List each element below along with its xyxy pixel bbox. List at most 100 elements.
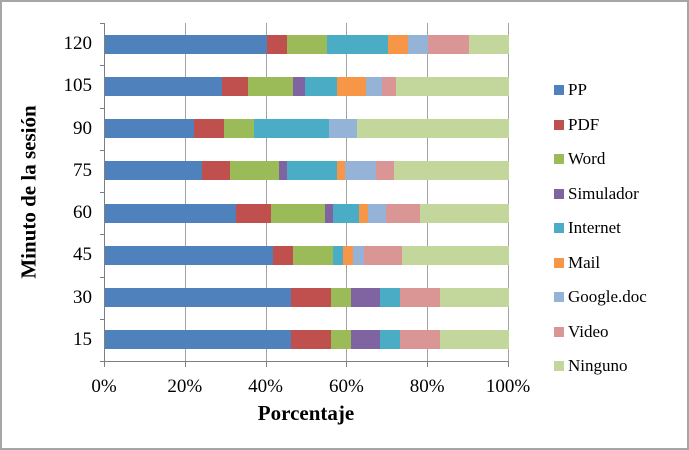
bar-segment-pdf	[236, 203, 271, 223]
y-axis-tick	[100, 234, 104, 236]
bar-segment-simulador	[278, 161, 287, 181]
bar-segment-pdf	[266, 34, 287, 54]
bar-segment-video	[399, 330, 441, 350]
y-tick-label-75: 75	[73, 159, 92, 181]
bar-segment-mail	[337, 161, 346, 181]
bar-segment-google-doc	[353, 245, 364, 265]
x-axis-tick	[508, 362, 509, 367]
bar-row-120	[105, 34, 509, 54]
y-axis-tick	[100, 23, 104, 24]
bar-segment-word	[286, 34, 328, 54]
legend-item-simulador: Simulador	[554, 177, 647, 212]
plot-area	[100, 23, 509, 367]
y-tick-label-60: 60	[73, 202, 92, 224]
bar-segment-pdf	[290, 330, 332, 350]
legend-label: PP	[568, 80, 587, 100]
y-axis-labels: 120 105 90 75 60 45 30 15	[2, 23, 98, 361]
y-tick-label-30: 30	[73, 286, 92, 308]
bar-segment-word	[292, 245, 334, 265]
bar-segment-video	[375, 161, 394, 181]
bar-segment-pp	[105, 330, 291, 350]
bar-segment-video	[428, 34, 469, 54]
bar-segment-mail	[337, 76, 366, 96]
x-tick-label-0pct: 0%	[91, 376, 117, 397]
bar-segment-word	[230, 161, 279, 181]
bar-row-60	[105, 203, 509, 223]
bar-segment-ninguno	[420, 203, 509, 223]
legend-swatch-icon	[554, 154, 564, 165]
legend-label: Mail	[568, 252, 601, 272]
legend-item-word: Word	[554, 142, 647, 177]
legend-item-internet: Internet	[554, 211, 647, 246]
legend-swatch-icon	[554, 223, 564, 234]
x-axis-tick	[265, 362, 267, 367]
bar-segment-internet	[304, 76, 338, 96]
bar-segment-mail	[359, 203, 368, 223]
bar-row-30	[105, 288, 509, 308]
x-axis-tick	[104, 362, 105, 367]
bar-row-75	[105, 161, 509, 181]
legend-swatch-icon	[554, 326, 564, 337]
bar-segment-ninguno	[357, 119, 509, 139]
bar-segment-pp	[105, 161, 202, 181]
bar-segment-pp	[105, 119, 194, 139]
bar-segment-ninguno	[468, 34, 509, 54]
bar-row-15	[105, 330, 509, 350]
bar-segment-google-doc	[365, 76, 382, 96]
bar-segment-pp	[105, 245, 273, 265]
y-axis-tick	[100, 149, 104, 151]
legend-item-google-doc: Google.doc	[554, 280, 647, 315]
bar-segment-ninguno	[393, 161, 509, 181]
bar-segment-ninguno	[440, 288, 509, 308]
bar-segment-pdf	[193, 119, 225, 139]
legend-label: Internet	[568, 218, 621, 238]
legend-label: Ninguno	[568, 356, 628, 376]
x-axis-tick	[346, 362, 348, 367]
y-axis-tick	[100, 318, 104, 320]
bar-segment-ninguno	[440, 330, 509, 350]
bar-segment-mail	[343, 245, 354, 265]
legend-swatch-icon	[554, 361, 564, 372]
x-tick-label-20pct: 20%	[167, 376, 203, 397]
y-tick-label-120: 120	[63, 33, 93, 55]
bar-segment-google-doc	[407, 34, 429, 54]
bar-segment-video	[399, 288, 441, 308]
legend-item-pdf: PDF	[554, 108, 647, 143]
bar-row-105	[105, 76, 509, 96]
gridline-20pct	[184, 23, 186, 361]
bar-segment-internet	[379, 288, 400, 308]
bar-segment-video	[363, 245, 402, 265]
bar-segment-video	[381, 76, 396, 96]
x-axis-tick	[427, 362, 429, 367]
x-tick-label-60pct: 60%	[328, 376, 364, 397]
bar-segment-internet	[254, 119, 330, 139]
bar-segment-google-doc	[367, 203, 386, 223]
bar-segment-simulador	[292, 76, 305, 96]
x-axis-tick	[184, 362, 186, 367]
bar-segment-pdf	[272, 245, 293, 265]
bar-segment-word	[331, 288, 352, 308]
x-tick-label-40pct: 40%	[248, 376, 284, 397]
y-axis-tick	[100, 107, 104, 109]
bar-segment-internet	[379, 330, 400, 350]
bar-segment-google-doc	[345, 161, 376, 181]
legend-label: Video	[568, 321, 609, 341]
bar-row-90	[105, 119, 509, 139]
bar-segment-simulador	[351, 288, 380, 308]
bar-segment-pdf	[222, 76, 249, 96]
legend-item-pp: PP	[554, 73, 647, 108]
y-axis-tick	[100, 192, 104, 193]
legend-item-video: Video	[554, 315, 647, 350]
bar-segment-internet	[333, 245, 344, 265]
legend-swatch-icon	[554, 292, 564, 303]
bar-segment-ninguno	[395, 76, 509, 96]
bar-segment-mail	[387, 34, 408, 54]
bar-segment-pdf	[290, 288, 332, 308]
bar-segment-pdf	[201, 161, 231, 181]
legend-swatch-icon	[554, 85, 564, 96]
bar-segment-word	[331, 330, 352, 350]
y-tick-label-90: 90	[73, 117, 92, 139]
gridline-80pct	[427, 23, 429, 361]
y-axis-tick	[100, 276, 104, 278]
legend-label: Simulador	[568, 183, 639, 203]
